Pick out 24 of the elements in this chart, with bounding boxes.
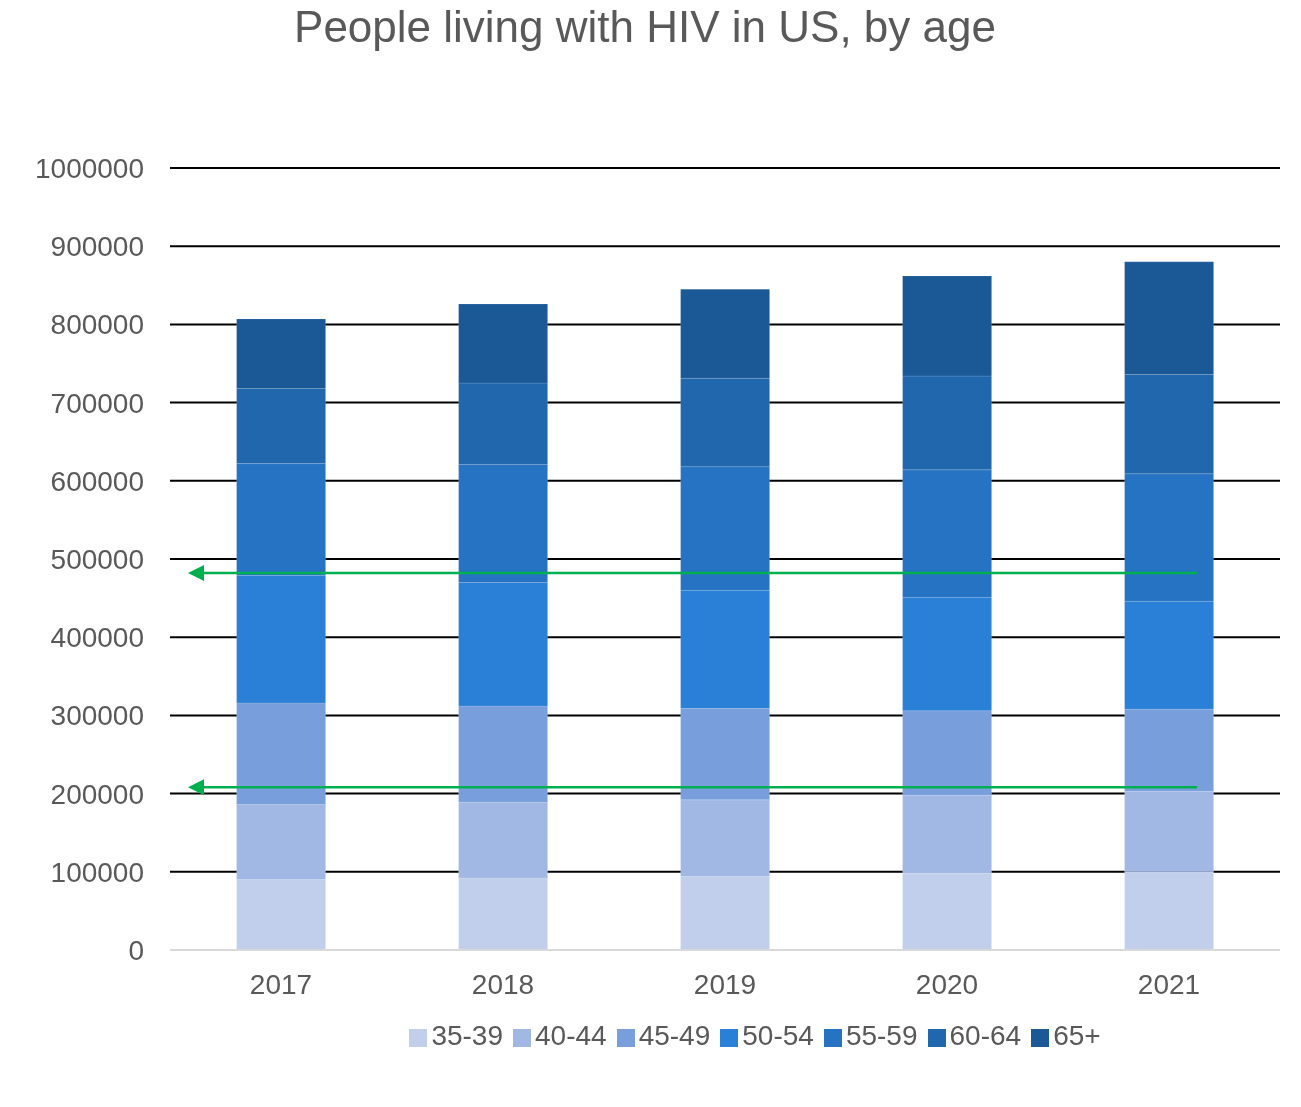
legend-label: 55-59	[845, 1020, 918, 1051]
x-tick-label: 2018	[471, 968, 535, 1000]
legend-label: 40-44	[535, 1020, 607, 1051]
x-tick-label: 2017	[249, 968, 313, 1000]
y-tick-label: 0	[128, 934, 144, 966]
legend-label: 45-49	[638, 1020, 711, 1051]
x-tick-label: 2019	[693, 968, 757, 1000]
chart-title: People living with HIV in US, by age	[293, 2, 997, 52]
legend-label: 35-39	[431, 1020, 503, 1051]
y-tick-label: 500000	[50, 543, 144, 575]
legend-label: 60-64	[949, 1020, 1022, 1051]
y-tick-label: 100000	[50, 856, 144, 888]
legend-label: 50-54	[742, 1020, 814, 1051]
y-tick-label: 800000	[50, 309, 144, 341]
y-tick-label: 600000	[50, 465, 144, 497]
x-tick-label: 2021	[1137, 968, 1201, 1000]
y-tick-label: 400000	[50, 622, 144, 654]
y-tick-label: 300000	[50, 700, 144, 732]
legend-label: 65+	[1053, 1020, 1101, 1051]
y-tick-label: 200000	[50, 778, 144, 810]
y-tick-label: 1000000	[34, 152, 144, 184]
y-tick-label: 700000	[50, 387, 144, 419]
x-tick-label: 2020	[915, 968, 979, 1000]
y-tick-label: 900000	[50, 231, 144, 263]
